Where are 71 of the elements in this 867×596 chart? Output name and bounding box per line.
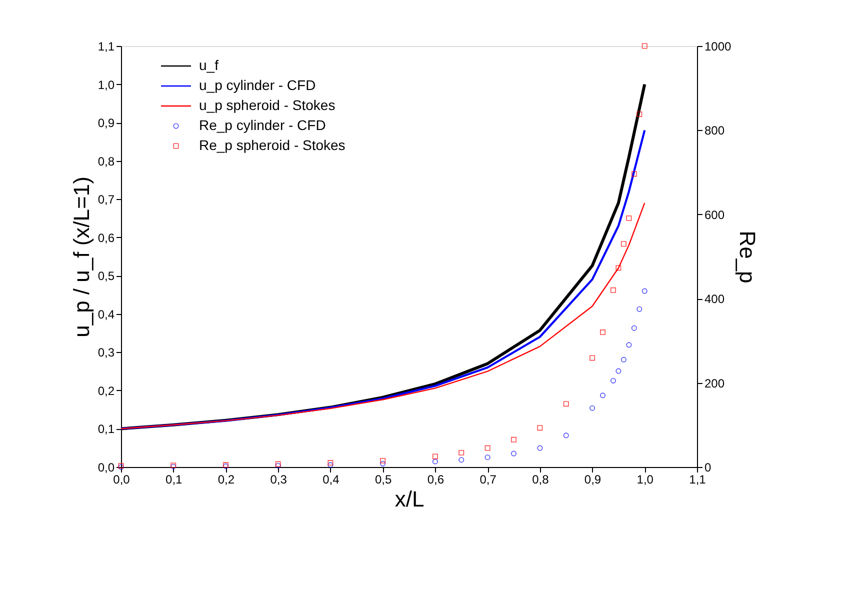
x-tick-label: 0,6: [427, 472, 444, 486]
point: [537, 445, 543, 451]
x-tick-label: 0,9: [584, 472, 602, 486]
point: [631, 171, 637, 177]
point: [626, 215, 632, 221]
point: [642, 43, 648, 49]
line-series: [120, 202, 646, 430]
y-tick-label: 0,2: [98, 384, 115, 398]
legend-label: Re_p cylinder - CFD: [199, 117, 326, 133]
point: [458, 457, 464, 463]
y2-tick-label: 600: [704, 208, 725, 222]
y2-tick-label: 0: [704, 460, 712, 474]
point: [380, 458, 386, 464]
x-tick-label: 0,5: [374, 472, 392, 486]
point: [380, 460, 386, 466]
y2-tick-label: 1000: [704, 40, 732, 54]
x-tick-label: 1,1: [689, 472, 706, 486]
x-tick-label: 1,0: [636, 472, 654, 486]
y-tick-label: 0,9: [98, 116, 115, 130]
point: [458, 450, 464, 456]
x-tick-label: 0,0: [113, 472, 130, 486]
y-tick-label: 0,6: [98, 230, 115, 245]
point: [590, 355, 596, 361]
y2-axis-title: Re_p: [735, 230, 760, 284]
point: [636, 111, 642, 117]
point: [616, 368, 622, 374]
y-tick-label: 0,5: [98, 269, 115, 284]
x-tick-label: 0,4: [322, 472, 340, 486]
y-tick-label: 1,1: [98, 40, 115, 54]
point: [636, 306, 642, 312]
point: [484, 445, 490, 451]
x-tick-label: 0,3: [270, 472, 288, 486]
y-tick-label: 0,3: [98, 346, 115, 360]
point: [616, 265, 622, 271]
point: [510, 450, 516, 456]
point: [432, 454, 438, 460]
x-axis-title: x/L: [394, 486, 424, 512]
point: [626, 342, 632, 348]
x-tick-label: 0,7: [480, 472, 497, 486]
point: [432, 458, 438, 464]
y2-tick-label: 400: [704, 292, 725, 306]
point: [537, 425, 543, 431]
point: [590, 405, 596, 411]
y-tick-label: 0,7: [98, 192, 115, 207]
point: [600, 392, 606, 398]
x-tick-label: 0,8: [532, 472, 550, 486]
legend-label: u_f: [199, 57, 219, 73]
point: [610, 378, 616, 384]
x-tick-label: 0,1: [166, 472, 183, 486]
y-tick-label: 0,8: [98, 154, 115, 168]
point: [510, 436, 516, 442]
point: [610, 287, 616, 293]
point: [631, 325, 637, 331]
point: [600, 330, 606, 336]
legend-label: Re_p spheroid - Stokes: [199, 137, 346, 153]
point: [484, 454, 490, 460]
point: [620, 356, 626, 362]
y-tick-label: 0,1: [98, 422, 115, 436]
point: [642, 288, 648, 294]
x-tick-label: 0,2: [218, 472, 235, 486]
y-tick-label: 0,0: [98, 460, 115, 474]
y-axis-title: u_p / u_f (x/L=1): [68, 176, 94, 338]
y2-tick-label: 800: [704, 124, 725, 138]
y-tick-label: 1,0: [98, 78, 115, 92]
y2-tick-label: 200: [704, 376, 725, 390]
point: [563, 432, 569, 438]
point: [563, 401, 569, 407]
point: [620, 241, 626, 247]
legend-label: u_p spheroid - Stokes: [199, 97, 336, 113]
y-tick-label: 0,4: [98, 307, 115, 322]
legend-label: u_p cylinder - CFD: [199, 77, 316, 93]
